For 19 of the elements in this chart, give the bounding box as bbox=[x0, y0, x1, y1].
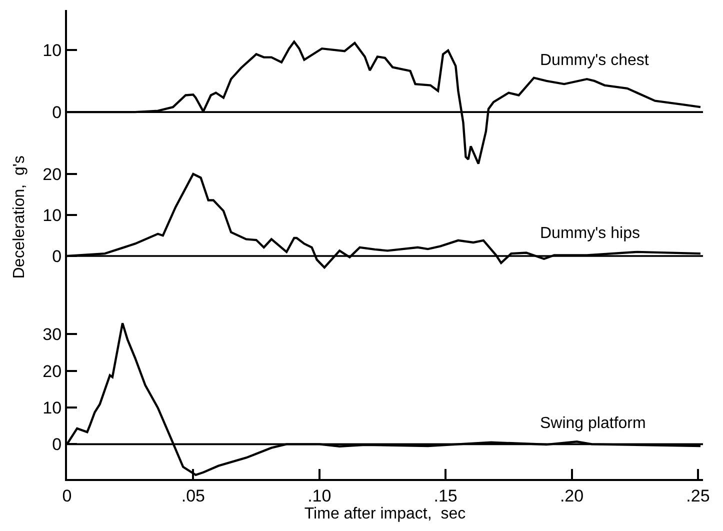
y-tick-label: 10 bbox=[42, 40, 62, 60]
x-tick-label: .15 bbox=[434, 486, 458, 506]
series-label: Dummy's hips bbox=[540, 225, 640, 242]
y-tick-label: 20 bbox=[42, 362, 62, 381]
series-label: Swing platform bbox=[540, 415, 646, 432]
x-tick-label: .05 bbox=[181, 486, 206, 506]
y-tick-label: 20 bbox=[42, 164, 62, 184]
y-axis-title: Deceleration, g's bbox=[11, 156, 28, 279]
y-tick-label: 30 bbox=[42, 325, 62, 344]
series-label: Dummy's chest bbox=[540, 52, 650, 69]
y-tick-label: 10 bbox=[42, 206, 62, 225]
x-tick-label: .20 bbox=[560, 486, 584, 506]
x-tick-label: .25 bbox=[686, 486, 710, 506]
x-axis-title: Time after impact, sec bbox=[304, 505, 466, 522]
y-tick-label: 0 bbox=[52, 435, 62, 454]
y-tick-label: 0 bbox=[52, 103, 62, 122]
y-tick-label: 0 bbox=[52, 246, 62, 266]
y-tick-label: 10 bbox=[42, 398, 62, 418]
x-tick-label: .10 bbox=[308, 486, 332, 506]
